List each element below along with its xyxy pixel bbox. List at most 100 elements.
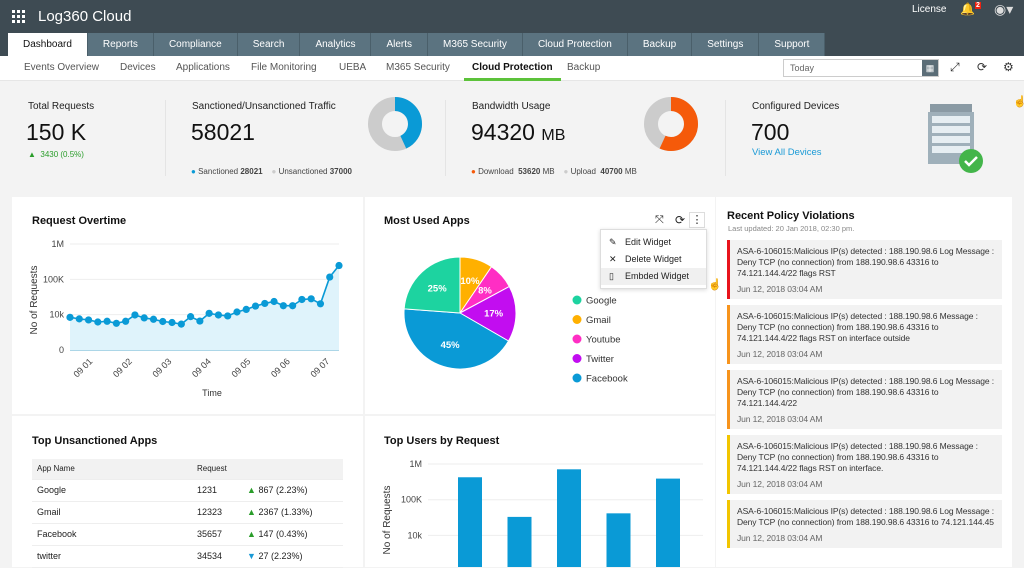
legend-label[interactable]: Twitter [586,354,614,365]
edit-widget-item[interactable]: ✎ Edit Widget [601,234,706,251]
bar[interactable] [557,469,581,567]
data-point[interactable] [270,297,278,306]
calendar-icon[interactable]: ▦ [922,60,938,76]
embed-widget-item[interactable]: ▯ Embded Widget [601,268,706,285]
more-options-icon[interactable]: ⋮ [689,212,705,228]
violation-item[interactable]: ASA-6-106015:Malicious IP(s) detected : … [727,305,1002,364]
violation-time: Jun 12, 2018 03:04 AM [737,533,823,543]
x-tick-label: 09 03 [150,356,173,379]
subtab-events-overview[interactable]: Events Overview [24,62,100,73]
data-point[interactable] [279,302,287,310]
pie-slice-facebook[interactable] [403,308,510,370]
tab-settings[interactable]: Settings [692,33,760,56]
refresh-icon[interactable]: ⟳ [977,60,988,74]
request-change: ▲ 147 (0.43%) [242,523,343,546]
bar[interactable] [606,513,631,567]
kpi-value: 150 K [26,119,87,145]
data-point[interactable] [122,317,130,325]
data-point[interactable] [131,311,139,319]
data-point[interactable] [103,317,111,325]
tab-reports[interactable]: Reports [87,33,154,56]
table-row[interactable]: twitter 34534 ▼ 27 (2.23%) [32,545,343,568]
legend-label[interactable]: Gmail [586,315,611,326]
subtab-cloud-protection[interactable]: Cloud Protection [464,62,561,81]
y-tick-label: 1M [51,239,64,249]
main-tabs: Dashboard Reports Compliance Search Analytic… [8,33,826,56]
legend-label[interactable]: Facebook [586,374,628,385]
tab-alerts[interactable]: Alerts [371,33,429,56]
app-logo: Log360 Cloud [38,8,132,25]
table-row[interactable]: Gmail 12323 ▲ 2367 (1.33%) [32,501,343,524]
tab-search[interactable]: Search [237,33,301,56]
app-grid-icon[interactable] [12,10,26,24]
table-row[interactable]: Google 1231 ▲ 867 (2.23%) [32,479,343,502]
pie-slice-google[interactable] [403,256,461,314]
bar[interactable] [656,478,680,567]
data-point[interactable] [94,318,102,326]
subtab-applications[interactable]: Applications [176,62,230,73]
data-point[interactable] [66,313,74,321]
data-point[interactable] [177,320,185,328]
user-avatar-icon[interactable]: ◉▾ [994,1,1014,17]
data-point[interactable] [186,313,195,321]
table-header: App Name Request [32,459,343,480]
expand-icon[interactable]: ⤧ [655,214,664,226]
table-row[interactable]: Facebook 35657 ▲ 147 (0.43%) [32,523,343,546]
data-point[interactable] [112,319,120,327]
data-point[interactable] [168,318,176,327]
violation-item[interactable]: ASA-6-106015:Malicious IP(s) detected : … [727,500,1002,548]
license-link[interactable]: License [912,4,947,15]
view-all-devices-link[interactable]: View All Devices [752,147,822,158]
data-point[interactable] [214,311,223,319]
kpi-label: Total Requests [28,101,95,112]
date-range-picker[interactable]: Today ▦ [783,59,939,77]
data-point[interactable] [159,317,167,326]
violation-item[interactable]: ASA-6-106015:Malicious IP(s) detected : … [727,370,1002,429]
tab-dashboard[interactable]: Dashboard [8,33,88,56]
violation-item[interactable]: ASA-6-106015:Malicious IP(s) detected : … [727,435,1002,494]
data-point[interactable] [335,261,343,270]
data-point[interactable] [84,316,93,324]
delete-widget-item[interactable]: ✕ Delete Widget [601,251,706,268]
tab-cloud-protection[interactable]: Cloud Protection [522,33,628,56]
data-point[interactable] [242,305,250,313]
subtab-file-monitoring[interactable]: File Monitoring [251,62,317,73]
data-point[interactable] [224,312,232,320]
tab-support[interactable]: Support [759,33,826,56]
violation-item[interactable]: ASA-6-106015:Malicious IP(s) detected : … [727,240,1002,299]
data-point[interactable] [307,295,315,303]
subtab-devices[interactable]: Devices [120,62,156,73]
subtab-m365-security[interactable]: M365 Security [386,62,450,73]
legend-label[interactable]: Youtube [586,335,621,346]
tab-backup[interactable]: Backup [627,33,693,56]
data-point[interactable] [75,315,83,323]
data-point[interactable] [251,302,260,310]
bar[interactable] [507,516,532,567]
subtab-ueba[interactable]: UEBA [339,62,367,73]
data-point[interactable] [261,299,269,308]
data-point[interactable] [289,302,297,310]
app-name: Gmail [32,501,192,524]
bar[interactable] [458,477,482,567]
expand-icon[interactable]: ⤢ [950,60,960,74]
gear-icon[interactable]: ⚙ [1003,60,1014,74]
bell-icon[interactable]: 🔔 2 [960,2,981,16]
widget-title: Request Overtime [32,215,127,227]
y-tick-label: 1M [409,459,422,469]
data-point[interactable] [233,308,241,316]
data-point[interactable] [326,273,334,281]
data-point[interactable] [316,300,325,308]
tab-m365-security[interactable]: M365 Security [428,33,523,56]
tab-analytics[interactable]: Analytics [300,33,372,56]
data-point[interactable] [140,314,148,322]
data-point[interactable] [298,295,306,304]
data-point[interactable] [205,309,213,317]
data-point[interactable] [149,315,158,323]
tab-compliance[interactable]: Compliance [153,33,238,56]
pie-slice-twitter[interactable] [458,285,517,342]
legend-label[interactable]: Google [586,296,617,307]
subtab-backup[interactable]: Backup [567,62,601,73]
y-tick-label: 100K [43,274,64,284]
data-point[interactable] [196,317,204,325]
refresh-icon[interactable]: ⟳ [675,213,686,227]
